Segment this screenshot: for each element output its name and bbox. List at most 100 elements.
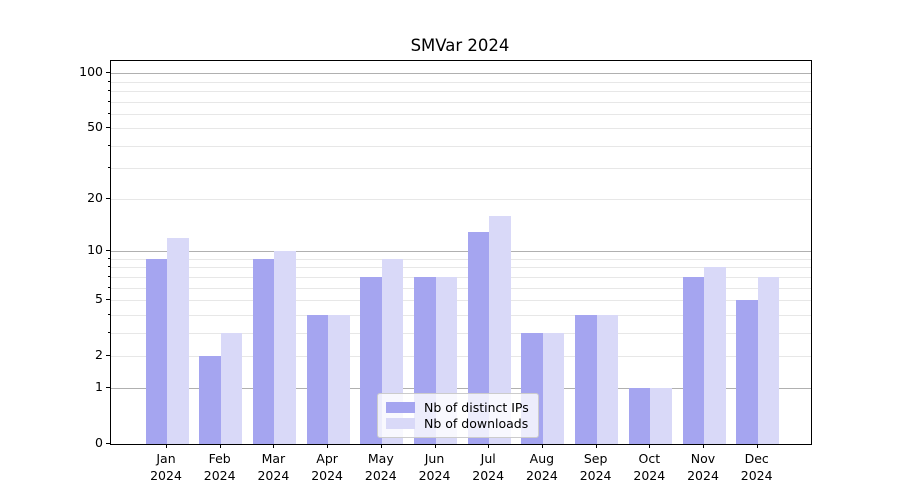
y-minor-tick-mark (108, 100, 110, 102)
bar-downloads-dec (757, 276, 780, 444)
y-tick-mark (106, 250, 110, 252)
bar-ips-jul (467, 231, 490, 444)
x-tick-label-mar: Mar 2024 (257, 451, 290, 483)
bar-ips-sep (575, 314, 597, 444)
bar-ips-apr (306, 314, 329, 444)
y-tick-mark (106, 354, 110, 356)
y-tick-label-50: 50 (87, 119, 103, 134)
x-tick-mark-sep (595, 444, 597, 448)
gridline-10 (111, 251, 811, 253)
legend-swatch-icon (386, 418, 415, 430)
x-tick-mark-jun (434, 444, 436, 448)
x-tick-label-sep: Sep 2024 (579, 451, 612, 483)
gridline-100 (111, 73, 811, 75)
bar-ips-may (360, 276, 382, 444)
bar-ips-oct (628, 388, 651, 444)
gridline-30 (111, 168, 811, 169)
gridline-2 (111, 355, 811, 357)
plot-area (110, 60, 812, 445)
y-tick-label-100: 100 (79, 64, 103, 80)
y-tick-label-5: 5 (95, 291, 103, 306)
legend-swatch-icon (386, 401, 415, 413)
y-minor-tick-mark (108, 80, 110, 82)
y-tick-label-2: 2 (95, 346, 103, 362)
gridline-70 (111, 101, 811, 103)
x-tick-mark-oct (649, 444, 651, 448)
gridline-4 (111, 314, 811, 316)
y-minor-tick-mark (108, 258, 110, 259)
y-minor-tick-mark (108, 275, 110, 277)
y-minor-tick-mark (108, 112, 110, 114)
x-tick-label-aug: Aug 2024 (525, 451, 558, 483)
bar-downloads-jul (489, 216, 511, 444)
bar-downloads-jan (167, 237, 189, 444)
legend-entry-downloads: Nb of downloads (386, 416, 529, 433)
gridline-90 (111, 81, 811, 83)
bar-downloads-oct (650, 388, 672, 444)
bar-downloads-sep (596, 314, 619, 444)
bar-ips-feb (199, 355, 221, 444)
y-minor-tick-mark (108, 144, 110, 146)
gridline-1 (111, 388, 811, 390)
x-tick-mark-dec (756, 444, 758, 448)
gridline-6 (111, 287, 811, 289)
y-tick-mark (106, 387, 110, 389)
legend-label: Nb of distinct IPs (424, 399, 529, 415)
gridline-3 (111, 332, 811, 334)
gridline-20 (111, 199, 811, 201)
y-minor-tick-mark (108, 313, 110, 315)
bar-downloads-mar (274, 251, 296, 444)
gridline-60 (111, 113, 811, 115)
y-minor-tick-mark (108, 89, 110, 91)
legend-label: Nb of downloads (424, 416, 529, 432)
gridline-5 (111, 300, 811, 301)
bar-downloads-feb (220, 332, 243, 444)
x-tick-label-jun: Jun 2024 (418, 451, 451, 483)
y-tick-mark (106, 198, 110, 200)
x-tick-label-feb: Feb 2024 (203, 451, 236, 483)
x-tick-mark-jul (488, 444, 490, 448)
y-minor-tick-mark (108, 167, 110, 168)
x-tick-label-apr: Apr 2024 (311, 451, 343, 483)
y-tick-label-10: 10 (87, 242, 103, 258)
y-tick-label-1: 1 (95, 379, 103, 395)
gridline-50 (111, 128, 811, 129)
bar-ips-nov (682, 276, 704, 444)
gridline-7 (111, 276, 811, 278)
x-tick-mark-apr (327, 444, 329, 448)
x-tick-mark-mar (273, 444, 275, 448)
y-minor-tick-mark (108, 286, 110, 288)
bar-downloads-nov (704, 267, 726, 444)
bar-ips-jan (145, 259, 167, 444)
y-tick-mark (106, 299, 110, 300)
y-tick-mark (106, 72, 110, 74)
y-tick-label-20: 20 (87, 190, 103, 206)
x-tick-mark-feb (219, 444, 221, 448)
bar-downloads-apr (328, 314, 350, 444)
x-tick-mark-may (380, 444, 382, 448)
bar-ips-mar (252, 259, 275, 444)
y-minor-tick-mark (108, 266, 110, 268)
x-tick-label-dec: Dec 2024 (740, 451, 773, 483)
bar-ips-dec (736, 300, 758, 444)
y-tick-mark (106, 127, 110, 128)
gridline-8 (111, 267, 811, 269)
legend-entry-distinct-ips: Nb of distinct IPs (386, 399, 529, 416)
legend: Nb of distinct IPs Nb of downloads (377, 393, 539, 438)
gridline-9 (111, 259, 811, 260)
x-tick-label-oct: Oct 2024 (633, 451, 666, 483)
x-tick-mark-aug (541, 444, 543, 448)
y-tick-label-0: 0 (95, 435, 103, 450)
x-tick-label-may: May 2024 (364, 451, 397, 483)
x-tick-label-jul: Jul 2024 (472, 451, 505, 483)
gridline-40 (111, 145, 811, 147)
x-tick-label-nov: Nov 2024 (687, 451, 719, 483)
x-tick-label-jan: Jan 2024 (150, 451, 182, 483)
chart-title: SMVar 2024 (410, 36, 510, 55)
y-minor-tick-mark (108, 331, 110, 333)
bar-downloads-aug (542, 332, 565, 444)
x-tick-mark-jan (166, 444, 167, 448)
x-tick-mark-nov (703, 444, 704, 448)
gridline-80 (111, 90, 811, 92)
